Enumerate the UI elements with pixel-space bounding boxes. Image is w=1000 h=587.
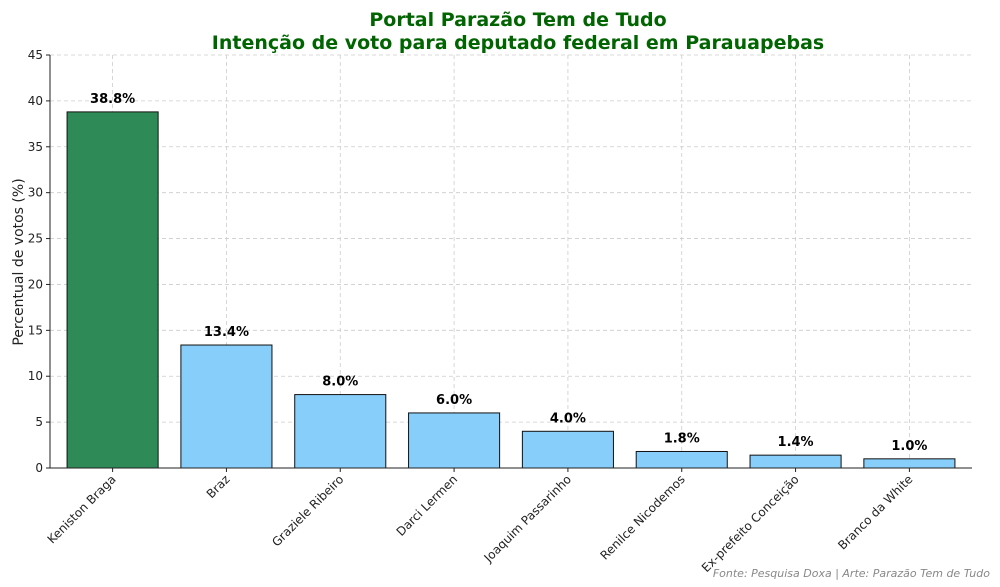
y-tick-label: 35 (28, 140, 43, 154)
bar (294, 394, 387, 469)
bar (408, 412, 501, 469)
bar (66, 111, 159, 469)
labels-layer: 38.8% 13.4% 8.0% 6.0% 4.0% 1.8% 1.4% 1.0% (90, 92, 927, 454)
axes-layer: 0 5 10 15 20 25 30 35 40 45 Keniston Braga Braz Graz… (28, 48, 972, 575)
y-tick-label: 25 (28, 232, 43, 246)
bar (180, 344, 273, 469)
x-tick-label: Joaquim Passarinho (481, 472, 574, 565)
x-tick-label: Graziele Ribeiro (269, 472, 346, 549)
chart-subtitle: Intenção de voto para deputado federal e… (212, 32, 824, 54)
x-tick-label: Renilce Nicodemos (597, 472, 687, 562)
x-tick-label: Darci Lermen (394, 472, 461, 539)
data-label: 1.8% (664, 431, 700, 446)
chart-title: Portal Parazão Tem de Tudo (369, 9, 666, 31)
data-label: 1.0% (891, 439, 927, 454)
y-tick-label: 0 (35, 461, 43, 475)
y-axis-label: Percentual de votos (%) (11, 178, 27, 345)
x-tick-label: Keniston Braga (45, 472, 119, 546)
source-note: Fonte: Pesquisa Doxa | Arte: Parazão Tem… (713, 567, 990, 580)
y-tick-label: 30 (28, 186, 43, 200)
x-tick-label: Branco da White (835, 472, 915, 552)
y-tick-label: 20 (28, 277, 43, 291)
data-label: 1.4% (778, 435, 814, 450)
y-tick-label: 45 (28, 48, 43, 62)
y-tick-label: 15 (28, 323, 43, 337)
data-label: 6.0% (436, 393, 472, 408)
bar (749, 454, 842, 469)
bar (863, 458, 956, 469)
y-tick-label: 10 (28, 369, 43, 383)
x-tick-label: Braz (204, 472, 233, 501)
data-label: 8.0% (322, 375, 358, 390)
data-label: 4.0% (550, 411, 586, 426)
x-tick-label: Ex-prefeito Conceição (699, 472, 802, 575)
bar (521, 430, 614, 469)
bars-layer (66, 111, 956, 469)
data-label: 38.8% (90, 92, 135, 107)
y-tick-label: 40 (28, 94, 43, 108)
bar (635, 450, 728, 469)
data-label: 13.4% (204, 325, 249, 340)
y-tick-label: 5 (35, 415, 43, 429)
